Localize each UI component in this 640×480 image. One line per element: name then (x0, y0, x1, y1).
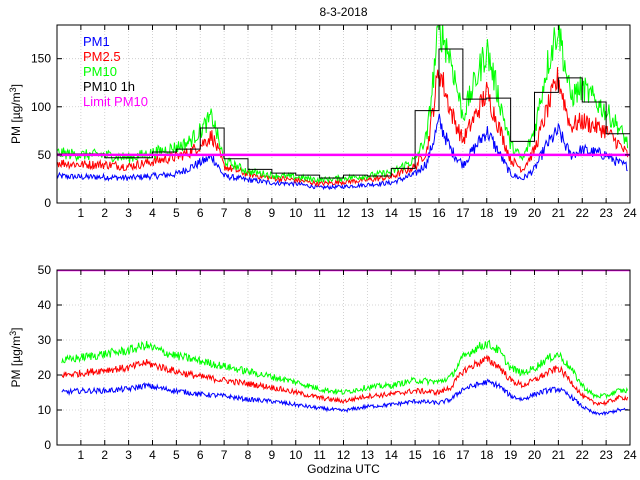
x-tick-label: 22 (576, 206, 590, 220)
x-tick-label: 23 (599, 448, 613, 462)
x-tick-label: 17 (456, 448, 470, 462)
x-tick-label: 5 (173, 448, 180, 462)
y-tick-label: 50 (38, 263, 52, 277)
x-tick-label: 24 (623, 206, 637, 220)
plot-area (57, 270, 630, 417)
x-tick-label: 3 (125, 206, 132, 220)
y-tick-label: 10 (38, 403, 52, 417)
x-tick-label: 19 (504, 206, 518, 220)
series-line-pm10-1h (57, 48, 630, 179)
x-tick-label: 16 (432, 206, 446, 220)
x-tick-label: 15 (408, 206, 422, 220)
y-tick-label: 0 (44, 196, 51, 210)
y-tick-label: 30 (38, 333, 52, 347)
y-tick-label: 50 (38, 148, 52, 162)
y-tick-label: 150 (31, 52, 51, 66)
x-tick-label: 6 (197, 448, 204, 462)
legend-entry-limit-pm10: Limit PM10 (83, 94, 148, 109)
x-tick-label: 8 (245, 206, 252, 220)
chart-panel-2: 1 2 3 4 5 6 7 8 9 10 11 12 13 14 15 16 17 18 19 20 21 22 23 240… (8, 263, 637, 476)
y-axis-label: PM [µg/m3] (8, 328, 23, 388)
x-tick-label: 20 (528, 206, 542, 220)
x-axis-label: Godzina UTC (307, 462, 380, 476)
legend-entry-pm1: PM1 (83, 34, 110, 49)
x-tick-label: 14 (385, 206, 399, 220)
x-tick-label: 4 (149, 206, 156, 220)
x-tick-label: 9 (269, 448, 276, 462)
legend-entry-pm10-1h: PM10 1h (83, 79, 135, 94)
y-tick-label: 0 (44, 438, 51, 452)
series-line-pm2-5 (61, 355, 629, 407)
x-tick-label: 24 (623, 448, 637, 462)
x-tick-label: 13 (361, 206, 375, 220)
x-tick-label: 1 (78, 206, 85, 220)
x-tick-label: 23 (599, 206, 613, 220)
x-tick-label: 7 (221, 448, 228, 462)
x-tick-label: 4 (149, 448, 156, 462)
y-tick-label: 40 (38, 298, 52, 312)
x-tick-label: 2 (101, 206, 108, 220)
x-tick-label: 21 (552, 448, 566, 462)
x-tick-label: 10 (289, 448, 303, 462)
x-tick-label: 20 (528, 448, 542, 462)
x-tick-label: 17 (456, 206, 470, 220)
y-tick-label: 100 (31, 100, 51, 114)
x-tick-label: 22 (576, 448, 590, 462)
y-axis-label: PM [µg/m3] (8, 84, 23, 144)
x-tick-label: 16 (432, 448, 446, 462)
x-tick-label: 21 (552, 206, 566, 220)
plot-area (57, 25, 630, 191)
series-line-pm1 (57, 113, 628, 191)
series-line-pm1 (61, 378, 628, 417)
x-tick-label: 15 (408, 448, 422, 462)
x-tick-label: 18 (480, 448, 494, 462)
chart-panel-1: 1 2 3 4 5 6 7 8 9 10 11 12 13 14 15 16 17 18 19 20 21 22 23 240… (8, 5, 637, 220)
x-tick-label: 19 (504, 448, 518, 462)
x-tick-label: 9 (269, 206, 276, 220)
chart-panels: 1 2 3 4 5 6 7 8 9 10 11 12 13 14 15 16 17 18 19 20 21 22 23 240… (8, 5, 637, 476)
x-tick-label: 6 (197, 206, 204, 220)
x-tick-label: 2 (101, 448, 108, 462)
x-tick-label: 7 (221, 206, 228, 220)
x-tick-label: 12 (337, 448, 351, 462)
chart-title: 8-3-2018 (319, 5, 367, 19)
series-line-pm10 (61, 339, 629, 400)
x-tick-label: 3 (125, 448, 132, 462)
x-tick-label: 5 (173, 206, 180, 220)
x-tick-label: 8 (245, 448, 252, 462)
x-tick-label: 1 (78, 448, 85, 462)
x-tick-label: 14 (385, 448, 399, 462)
x-tick-label: 11 (313, 206, 326, 220)
legend-entry-pm10: PM10 (83, 64, 117, 79)
x-tick-label: 11 (313, 448, 326, 462)
series-line-pm2-5 (57, 67, 629, 188)
legend-entry-pm2-5: PM2.5 (83, 49, 121, 64)
x-tick-label: 12 (337, 206, 351, 220)
x-tick-label: 10 (289, 206, 303, 220)
x-tick-label: 13 (361, 448, 375, 462)
y-tick-label: 20 (38, 368, 52, 382)
x-tick-label: 18 (480, 206, 494, 220)
